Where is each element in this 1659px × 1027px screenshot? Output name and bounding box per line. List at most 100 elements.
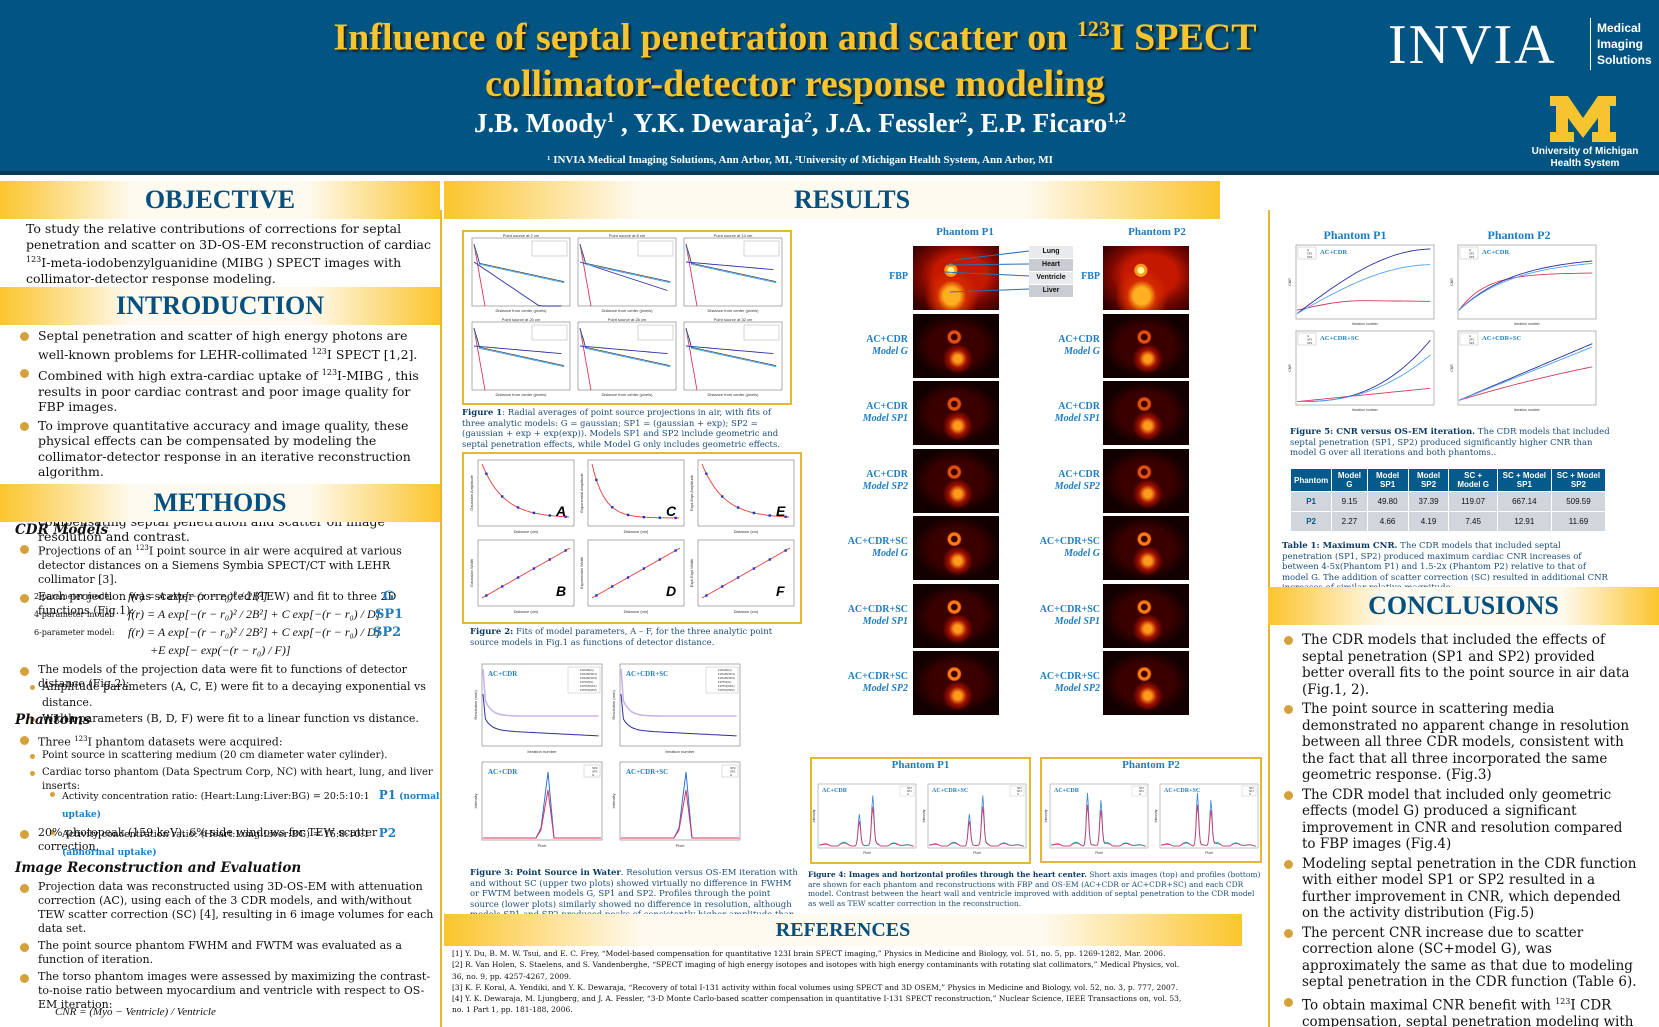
legend-entry: SP2 xyxy=(1469,341,1475,345)
fig4-row-label: FBP xyxy=(838,271,908,283)
invia-logo: INVIA xyxy=(1388,14,1557,76)
model-equations: 2-parameter model: f(r) = A exp[−(r − r₀… xyxy=(0,589,440,661)
fig4-row-label: FBP xyxy=(1030,271,1100,283)
legend-entry: SP1 xyxy=(730,770,736,774)
legend-entry: FWTM(SP1) xyxy=(580,684,597,688)
conclusion-bullet: Modeling septal penetration in the CDR f… xyxy=(1278,856,1638,922)
bullet-text: The percent CNR increase due to scatter … xyxy=(1302,924,1637,991)
y-axis-label: Gaussian Width xyxy=(469,559,474,587)
table-cell: 37.39 xyxy=(1407,491,1450,512)
x-axis-label: Distance from center (pixels) xyxy=(496,308,548,313)
legend-box xyxy=(531,240,568,257)
legend-entry: G xyxy=(730,773,733,777)
spect-image xyxy=(913,516,999,580)
spect-image xyxy=(1103,448,1189,513)
data-point xyxy=(721,495,724,498)
bullet-text: I SPECT [1,2]. xyxy=(326,346,418,362)
row-label-main: AC+CDR+SC xyxy=(1039,603,1100,615)
series-data xyxy=(685,327,777,366)
y-axis-label: Exponential Amplitude xyxy=(579,472,584,512)
series-FWHM xyxy=(482,693,599,737)
fit-curve xyxy=(481,547,571,599)
figure3: AC+CDR Iteration number Resolution (mm) FWH… xyxy=(470,660,800,868)
table1-caption: Table 1: Maximum CNR. The CDR models tha… xyxy=(1282,541,1612,594)
reference-item: [3] K. F. Koral, A. Yendiki, and Y. K. D… xyxy=(452,982,1178,992)
y-axis-label: Intensity xyxy=(922,809,926,822)
data-point xyxy=(752,511,756,515)
figure1-caption: Figure 1: Radial averages of point sourc… xyxy=(462,408,792,450)
reference-item: [1] Y. Du, B. M. W. Tsui, and E. C. Frey… xyxy=(452,949,1166,958)
phantom-bullet: Three 123I phantom datasets were acquire… xyxy=(14,732,438,750)
bullet-text: The models of the projection data were f… xyxy=(38,663,407,690)
row-label-main: FBP xyxy=(1081,271,1100,282)
model-equation: f(r) = A exp[−(r − r₀)² / 2B²] + C exp[−… xyxy=(128,607,381,621)
x-axis-label: Pixel xyxy=(1095,851,1103,855)
data-point xyxy=(595,594,598,597)
author-sup: 1,2 xyxy=(1107,110,1126,126)
legend-entry: SP2 xyxy=(730,766,736,770)
umich-logo-text: University of Michigan Health System xyxy=(1520,146,1650,170)
author-sup: 2 xyxy=(959,110,967,126)
table-header: Model G xyxy=(1331,468,1368,492)
fit-sublist: Amplitude parameters (A, C, E) were fit … xyxy=(0,679,440,727)
title-line1: Influence of septal penetration and scat… xyxy=(333,16,1077,59)
plot-frame xyxy=(697,459,795,527)
model-equation: f(r) = A exp[−(r − r₀)² / 2B²] xyxy=(128,589,268,603)
x-axis-label: Distance from center (pixels) xyxy=(602,308,654,313)
legend-entry: G xyxy=(1249,793,1251,796)
series-G xyxy=(1458,272,1593,311)
objective-sup: 123 xyxy=(26,255,42,264)
caption-label: Figure 1 xyxy=(462,408,503,418)
legend-entry: SP2 xyxy=(592,766,598,770)
objective-band: OBJECTIVE xyxy=(0,181,440,219)
phantom-subbullet: Point source in scattering medium (20 cm… xyxy=(0,749,440,763)
bullet-text: I point source in air were acquired at v… xyxy=(38,544,402,586)
y-axis-label: Resolution (mm) xyxy=(611,690,616,720)
conclusion-bullet: The CDR models that included the effects… xyxy=(1278,632,1638,698)
model-label: 4-parameter model: xyxy=(34,610,115,619)
series-G xyxy=(579,327,592,391)
x-axis-label: Distance (cm) xyxy=(734,529,759,534)
fig4-row-label: AC+CDR+SC Model G xyxy=(838,536,908,560)
ratio-note: (abnormal uptake) xyxy=(62,848,157,858)
y-axis-label: Intensity xyxy=(473,794,478,809)
x-axis-label: Iteration number xyxy=(665,749,695,754)
data-point xyxy=(595,478,598,482)
data-point xyxy=(485,472,488,475)
x-axis-label: Iteration number xyxy=(1514,408,1540,412)
plot-title: Point source at 32 cm xyxy=(714,317,753,322)
legend-entry: SP1 xyxy=(1139,790,1144,793)
table-cell: 49.80 xyxy=(1366,491,1409,512)
intro-bullet: Combined with high extra-cardiac uptake … xyxy=(14,365,434,415)
plot-frame xyxy=(1457,244,1597,320)
x-axis-label: Distance from center (pixels) xyxy=(708,392,760,397)
table-cell: 667.14 xyxy=(1496,491,1552,512)
bullet-text: Septal penetration and scatter of high e… xyxy=(38,328,408,362)
conclusions-heading: CONCLUSIONS xyxy=(1368,591,1559,620)
column-divider xyxy=(440,210,442,1027)
legend-entry: FWTM(SP1) xyxy=(718,684,735,688)
plot-label: AC+CDR xyxy=(1320,249,1347,256)
row-label-main: AC+CDR xyxy=(866,401,908,412)
data-point xyxy=(642,515,646,519)
legend-entry: FWTM(G) xyxy=(580,680,593,684)
x-axis-label: Pixel xyxy=(1205,851,1213,855)
fig4-row-label: AC+CDR+SC Model SP2 xyxy=(838,671,908,695)
logo-divider xyxy=(1590,18,1591,70)
panel-letter: F xyxy=(776,583,785,599)
recon-heading: Image Reconstruction and Evaluation xyxy=(15,860,302,876)
series-G xyxy=(579,243,592,307)
photopeak-list: 20% photopeak (159 keV), 6% side windows… xyxy=(14,826,438,857)
data-point xyxy=(752,567,756,570)
affiliations: ¹ INVIA Medical Imaging Solutions, Ann A… xyxy=(547,154,1053,166)
plot-frame xyxy=(927,783,1027,849)
plot-title: Point source at 20 cm xyxy=(502,317,541,322)
plot-frame xyxy=(587,539,685,607)
legend-entry: SP1 xyxy=(907,790,912,793)
plot-title: Point source at 2 cm xyxy=(503,233,540,238)
reference-item: [4] Y. K. Dewaraja, M. Ljungberg, and J.… xyxy=(452,994,1182,1015)
figure2: Distance (cm) Gaussian Amplitude A Distance… xyxy=(462,452,802,624)
y-axis-label: Intensity xyxy=(1044,809,1048,822)
table-cell: 509.59 xyxy=(1550,491,1607,512)
plot-label: AC+CDR xyxy=(1482,249,1509,256)
